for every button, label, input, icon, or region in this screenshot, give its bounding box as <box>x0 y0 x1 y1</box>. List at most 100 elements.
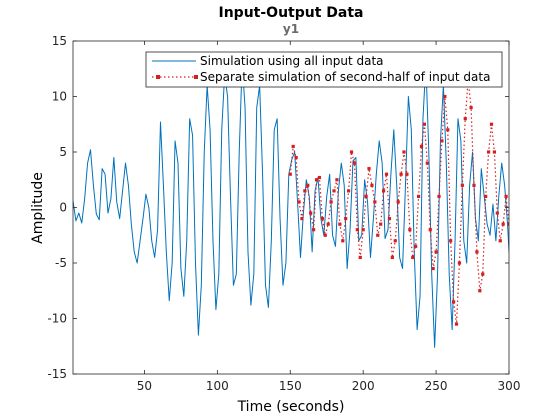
series-point-second-half <box>414 244 418 248</box>
series-point-second-half <box>344 217 348 221</box>
series-point-second-half <box>303 189 307 193</box>
series-point-second-half <box>440 139 444 143</box>
series-point-second-half <box>347 189 351 193</box>
x-tick-label: 50 <box>137 379 152 393</box>
series-point-second-half <box>449 239 453 243</box>
series-point-second-half <box>291 144 295 149</box>
series-point-second-half <box>358 255 362 260</box>
x-tick-label: 200 <box>352 379 375 393</box>
series-point-second-half <box>341 239 345 243</box>
series-point-second-half <box>472 183 476 187</box>
series-point-second-half <box>352 161 357 165</box>
series-point-second-half <box>402 150 406 154</box>
series-point-second-half <box>489 122 494 126</box>
series-point-second-half <box>419 144 424 149</box>
series-point-second-half <box>382 189 386 193</box>
series-point-second-half <box>317 175 322 180</box>
y-tick-label: 15 <box>52 34 67 48</box>
x-tick-label: 150 <box>279 379 302 393</box>
series-point-second-half <box>300 217 304 221</box>
series-point-second-half <box>457 261 462 265</box>
series-point-second-half <box>309 211 313 215</box>
series-point-second-half <box>393 239 397 243</box>
series-point-second-half <box>329 200 333 204</box>
series-point-second-half <box>422 122 427 126</box>
y-axis-label: Amplitude <box>30 172 46 244</box>
series-point-second-half <box>405 172 409 176</box>
series-point-second-half <box>478 289 482 293</box>
series-point-second-half <box>312 228 316 232</box>
legend-label-second-half: Separate simulation of second-half of in… <box>200 70 490 84</box>
series-point-second-half <box>446 128 450 132</box>
series-line-second-half <box>289 79 509 325</box>
series-point-second-half <box>425 161 429 165</box>
series-point-second-half <box>355 228 359 232</box>
series-point-second-half <box>399 172 403 176</box>
series-point-second-half <box>484 194 488 198</box>
series-point-second-half <box>443 94 447 99</box>
series-point-second-half <box>492 150 497 154</box>
series-point-second-half <box>475 250 479 254</box>
x-tick-label: 300 <box>498 379 521 393</box>
series-point-second-half <box>431 266 435 271</box>
series-point-second-half <box>379 222 383 226</box>
legend-marker-second-half-left <box>156 75 160 79</box>
data-layer <box>73 62 509 348</box>
series-point-second-half <box>370 183 374 187</box>
series-point-second-half <box>335 178 339 182</box>
series-point-second-half <box>323 233 327 237</box>
series-point-second-half <box>469 106 473 110</box>
y-tick-label: -10 <box>47 312 67 326</box>
series-point-second-half <box>361 228 365 232</box>
series-point-second-half <box>376 233 380 237</box>
series-point-second-half <box>384 172 389 176</box>
y-tick-label: -5 <box>55 256 67 270</box>
y-tick-label: 5 <box>59 145 67 159</box>
legend: Simulation using all input data Separate… <box>145 51 503 88</box>
series-point-second-half <box>411 255 415 260</box>
series-point-second-half <box>437 194 441 198</box>
series-point-second-half <box>349 150 354 154</box>
series-point-second-half <box>390 255 394 260</box>
series-point-second-half <box>314 178 319 182</box>
series-point-second-half <box>294 155 298 160</box>
series-point-second-half <box>326 222 330 226</box>
series-point-second-half <box>364 194 368 198</box>
legend-box <box>145 51 503 88</box>
chart-title: Input-Output Data <box>219 5 364 21</box>
legend-label-simulation-all: Simulation using all input data <box>200 54 384 68</box>
series-point-second-half <box>495 211 499 215</box>
series-point-second-half <box>338 222 342 226</box>
y-tick-label: -15 <box>47 367 67 381</box>
chart-subtitle: y1 <box>283 22 299 36</box>
legend-marker-second-half-right <box>194 75 198 79</box>
series-point-second-half <box>332 189 336 193</box>
series-point-second-half <box>396 200 400 204</box>
series-point-second-half <box>501 222 505 226</box>
series-point-second-half <box>297 200 301 204</box>
series-point-second-half <box>416 194 421 198</box>
series-point-second-half <box>306 183 310 187</box>
plot-area <box>73 41 509 374</box>
series-point-second-half <box>408 228 412 232</box>
series-point-second-half <box>481 272 485 276</box>
series-point-second-half <box>367 167 371 171</box>
series-point-second-half <box>373 200 377 204</box>
series-point-second-half <box>387 217 392 221</box>
series-point-second-half <box>320 217 324 221</box>
y-tick-label: 0 <box>59 201 67 215</box>
series-point-second-half <box>507 222 509 226</box>
series-point-second-half <box>486 150 491 154</box>
series-line-simulation-all <box>73 62 509 348</box>
series-point-second-half <box>498 239 502 243</box>
series-point-second-half <box>428 228 432 232</box>
x-tick-label: 250 <box>425 379 448 393</box>
x-tick-label: 100 <box>206 379 229 393</box>
x-axis-label: Time (seconds) <box>237 399 345 415</box>
series-point-second-half <box>451 300 456 304</box>
series-point-second-half <box>454 322 459 326</box>
y-tick-label: 10 <box>52 90 67 104</box>
series-point-second-half <box>460 183 464 187</box>
series-point-second-half <box>288 172 292 176</box>
